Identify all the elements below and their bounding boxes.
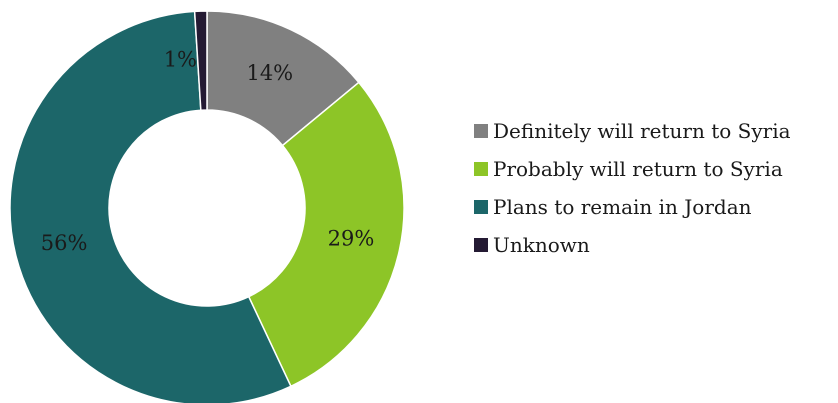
legend-item-unknown: Unknown (474, 226, 791, 264)
slice-unknown (193, 10, 208, 111)
legend-item-probably-will-return-to-syria: Probably will return to Syria (474, 150, 791, 188)
legend-swatch (474, 238, 488, 252)
legend-label: Unknown (493, 233, 590, 257)
legend-swatch (474, 200, 488, 214)
legend: Definitely will return to Syria Probably … (474, 112, 791, 264)
legend-label: Definitely will return to Syria (493, 119, 791, 143)
legend-item-plans-to-remain-in-jordan: Plans to remain in Jordan (474, 188, 791, 226)
data-label-unknown: 1% (164, 48, 197, 72)
legend-item-definitely-will-return-to-syria: Definitely will return to Syria (474, 112, 791, 150)
legend-label: Probably will return to Syria (493, 157, 783, 181)
slice-probably-will-return-to-syria (247, 81, 405, 388)
legend-label: Plans to remain in Jordan (493, 195, 752, 219)
legend-swatch (474, 124, 488, 138)
data-label-plans-to-remain-in-jordan: 56% (41, 231, 88, 255)
slice-plans-to-remain-in-jordan (9, 10, 292, 403)
data-label-probably-will-return-to-syria: 29% (328, 227, 375, 251)
legend-swatch (474, 162, 488, 176)
data-label-definitely-will-return-to-syria: 14% (246, 61, 293, 85)
